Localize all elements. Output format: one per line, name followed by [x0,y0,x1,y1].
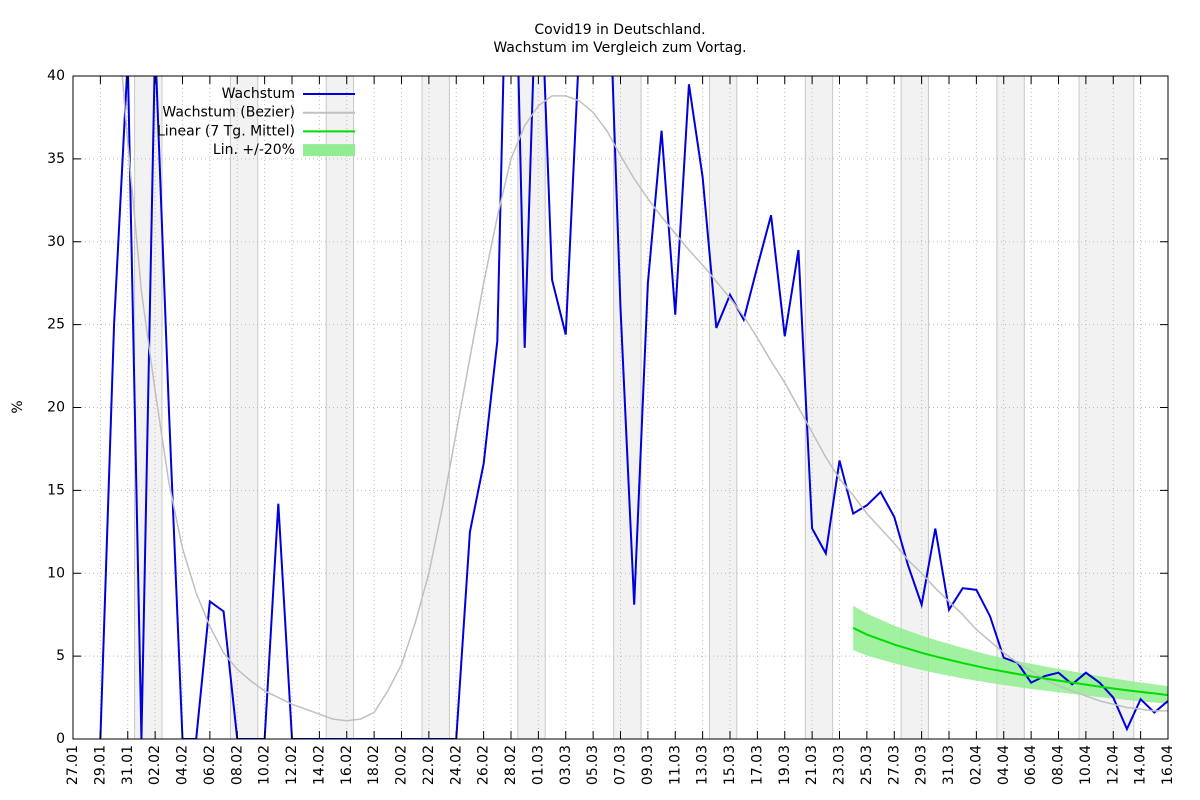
x-tick-label: 21.03 [804,745,820,785]
shaded-period [1079,76,1134,739]
legend-label: Linear (7 Tg. Mittel) [157,123,295,139]
x-tick-label: 03.03 [558,745,574,785]
x-tick-label: 27.03 [886,745,902,785]
x-tick-label: 06.02 [202,745,218,785]
chart-subtitle: Wachstum im Vergleich zum Vortag. [493,40,746,56]
x-tick-label: 27.01 [65,745,81,785]
plot-frame [72,75,1169,740]
x-tick-label: 20.02 [394,745,410,785]
y-tick-label: 5 [56,648,65,664]
x-tick-label: 08.04 [1051,745,1067,785]
x-tick-label: 12.04 [1105,745,1121,785]
x-tick-label: 06.04 [1023,745,1039,785]
x-tick-label: 23.03 [832,745,848,785]
y-tick-label: 15 [47,482,65,498]
x-tick-label: 14.02 [311,745,327,785]
legend: Wachstum Wachstum (Bezier) Linear (7 Tg. M… [157,86,355,158]
chart-title: Covid19 in Deutschland. [534,22,705,38]
shaded-period [613,76,642,739]
legend-label: Wachstum (Bezier) [162,105,295,121]
x-tick-label: 16.04 [1160,745,1176,785]
x-tick-label: 14.04 [1133,745,1149,785]
x-tick-label: 19.03 [777,745,793,785]
y-tick-label: 30 [47,234,65,250]
axes: 0 5 10 15 20 25 30 35 40 27.01 29.01 31.01 02.02 04.0… [47,68,1176,785]
shaded-period [517,76,546,739]
x-tick-label: 26.02 [476,745,492,785]
band-area [853,605,1168,704]
x-tick-label: 17.03 [749,745,765,785]
y-axis-label: % [10,400,26,413]
x-tick-label: 02.02 [147,745,163,785]
x-tick-label: 28.02 [503,745,519,785]
x-tick-label: 10.04 [1078,745,1094,785]
x-tick-label: 13.03 [695,745,711,785]
x-tick-label: 24.02 [448,745,464,785]
x-tick-label: 09.03 [640,745,656,785]
legend-label: Lin. +/-20% [213,142,295,158]
series-line [99,76,1168,739]
plot-area [99,76,1168,739]
y-tick-label: 10 [47,565,65,581]
y-tick-label: 0 [56,731,65,747]
x-tick-label: 02.04 [968,745,984,785]
x-tick-label: 08.02 [229,745,245,785]
x-tick-label: 16.02 [339,745,355,785]
x-tick-label: 29.01 [92,745,108,785]
legend-label: Wachstum [222,86,295,102]
y-tick-label: 20 [47,400,65,416]
x-tick-label: 18.02 [366,745,382,785]
shaded-period [709,76,737,739]
x-tick-label: 31.03 [941,745,957,785]
series-line [852,627,1168,697]
x-tick-label: 04.04 [996,745,1012,785]
y-tick-label: 25 [47,317,65,333]
x-tick-label: 01.03 [530,745,546,785]
x-tick-label: 29.03 [914,745,930,785]
x-tick-label: 15.03 [722,745,738,785]
x-tick-label: 12.02 [284,745,300,785]
x-tick-label: 04.02 [175,745,191,785]
y-tick-label: 40 [47,68,65,84]
x-tick-label: 10.02 [257,745,273,785]
shading [134,76,1135,739]
shaded-period [422,76,450,739]
series-line [121,76,1168,722]
x-tick-label: 25.03 [859,745,875,785]
x-tick-label: 31.01 [120,745,136,785]
x-tick-label: 07.03 [613,745,629,785]
legend-swatch [303,144,355,157]
x-tick-label: 05.03 [585,745,601,785]
y-tick-label: 35 [47,151,65,167]
x-tick-label: 22.02 [421,745,437,785]
x-tick-label: 11.03 [667,745,683,785]
